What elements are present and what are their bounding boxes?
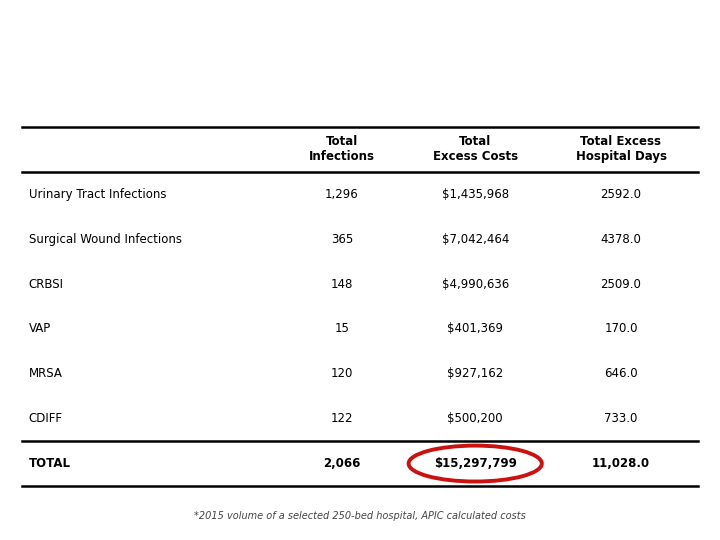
Text: 11,028.0: 11,028.0 bbox=[592, 457, 650, 470]
Text: 122: 122 bbox=[330, 412, 354, 425]
Text: 250 bed hospital’s excess costs due to preventable
patient infections: 250 bed hospital’s excess costs due to p… bbox=[48, 32, 672, 79]
Text: MRSA: MRSA bbox=[29, 367, 63, 380]
Text: Total
Infections: Total Infections bbox=[309, 136, 375, 163]
Text: 15: 15 bbox=[335, 322, 349, 335]
Text: Total Excess
Hospital Days: Total Excess Hospital Days bbox=[575, 136, 667, 163]
Text: $927,162: $927,162 bbox=[447, 367, 503, 380]
Text: *2015 volume of a selected 250-bed hospital, APIC calculated costs: *2015 volume of a selected 250-bed hospi… bbox=[194, 511, 526, 521]
Text: 2,066: 2,066 bbox=[323, 457, 361, 470]
Text: 120: 120 bbox=[330, 367, 354, 380]
Text: VAP: VAP bbox=[29, 322, 51, 335]
Text: $401,369: $401,369 bbox=[447, 322, 503, 335]
Text: 4378.0: 4378.0 bbox=[600, 233, 642, 246]
Text: 2592.0: 2592.0 bbox=[600, 188, 642, 201]
Text: $4,990,636: $4,990,636 bbox=[441, 278, 509, 291]
Text: 2509.0: 2509.0 bbox=[600, 278, 642, 291]
Text: $15,297,799: $15,297,799 bbox=[433, 457, 517, 470]
Text: Total
Excess Costs: Total Excess Costs bbox=[433, 136, 518, 163]
Text: 365: 365 bbox=[331, 233, 353, 246]
Text: 733.0: 733.0 bbox=[604, 412, 638, 425]
Text: 148: 148 bbox=[330, 278, 354, 291]
Text: 170.0: 170.0 bbox=[604, 322, 638, 335]
Text: CDIFF: CDIFF bbox=[29, 412, 63, 425]
Text: 646.0: 646.0 bbox=[604, 367, 638, 380]
Text: CRBSI: CRBSI bbox=[29, 278, 64, 291]
Text: TOTAL: TOTAL bbox=[29, 457, 71, 470]
Text: $1,435,968: $1,435,968 bbox=[441, 188, 509, 201]
Text: 1,296: 1,296 bbox=[325, 188, 359, 201]
Text: $500,200: $500,200 bbox=[447, 412, 503, 425]
Text: Urinary Tract Infections: Urinary Tract Infections bbox=[29, 188, 166, 201]
Text: Surgical Wound Infections: Surgical Wound Infections bbox=[29, 233, 181, 246]
Text: $7,042,464: $7,042,464 bbox=[441, 233, 509, 246]
